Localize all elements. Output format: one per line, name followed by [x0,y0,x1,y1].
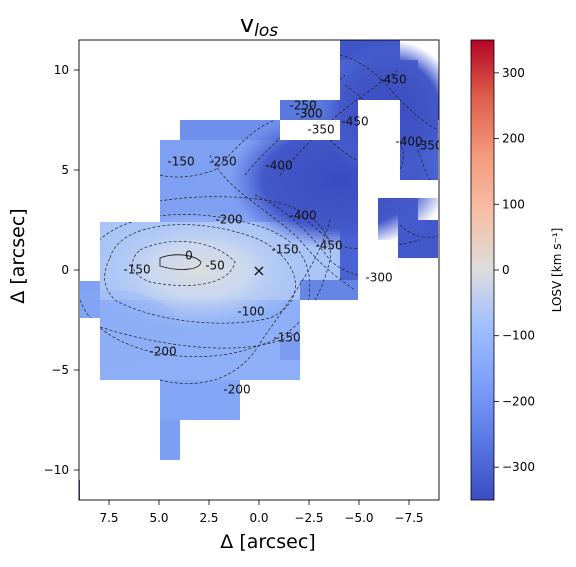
contour-label: -350 [307,123,334,137]
x-ticks: 7.5 5.0 2.5 0.0 −2.5 −5.0 −7.5 [99,500,423,525]
contour-label: -450 [341,115,368,129]
center-marker: × [252,261,265,280]
contour-label: -150 [123,263,150,277]
y-axis-label: Δ [arcsec] [7,208,29,303]
contour-label: -300 [365,271,392,285]
y-ticks: 10 5 0 −5 −10 [44,63,79,477]
y-tick-label: 5 [61,163,69,177]
contour-label: -200 [149,345,176,359]
contour-label: -200 [223,383,250,397]
x-tick-label: 7.5 [99,511,118,525]
map-cell [160,420,180,460]
colorbar-tick-label: 0 [502,263,510,277]
contour-label: -250 [209,155,236,169]
colorbar-ticks: 300 200 100 0 −100 −200 −300 [494,66,535,474]
colorbar [471,40,494,500]
y-tick-label: −10 [44,463,69,477]
colorbar-tick-label: 200 [502,132,525,146]
contour-label: -450 [379,73,406,87]
contour-label: -50 [205,259,225,273]
contour-label: -450 [315,239,342,253]
contour-label: -400 [289,209,316,223]
contour-label: -350 [415,139,442,153]
colorbar-tick-label: −100 [502,329,535,343]
contour-label: -150 [271,243,298,257]
velocity-map: 0 -50 -100 -150 -150 -150 -150 -200 -200 -200 -250… [40,40,460,500]
contour-label: 0 [185,249,193,263]
x-tick-label: −5.0 [344,511,373,525]
contour-label: -400 [265,159,292,173]
map-shading [40,40,460,370]
x-tick-label: 2.5 [199,511,218,525]
x-tick-label: 0.0 [249,511,268,525]
colorbar-label: LOSV [km s⁻¹] [550,228,564,313]
y-tick-label: 0 [61,263,69,277]
contour-label: -150 [273,331,300,345]
chart-title: vlos [240,10,278,41]
colorbar-tick-label: −300 [502,460,535,474]
contour-label: -300 [295,107,322,121]
x-tick-label: 5.0 [149,511,168,525]
x-axis-label: Δ [arcsec] [220,531,315,553]
map-cell [300,280,358,300]
colorbar-tick-label: −200 [502,394,535,408]
contour-label: -100 [237,305,264,319]
colorbar-tick-label: 300 [502,66,525,80]
contour-label: -200 [215,213,242,227]
contour-label: -150 [167,155,194,169]
x-tick-label: −2.5 [294,511,323,525]
y-tick-label: −5 [51,363,69,377]
colorbar-tick-label: 100 [502,197,525,211]
x-tick-label: −7.5 [394,511,423,525]
chart-title-subscript: los [254,21,278,41]
y-tick-label: 10 [54,63,69,77]
